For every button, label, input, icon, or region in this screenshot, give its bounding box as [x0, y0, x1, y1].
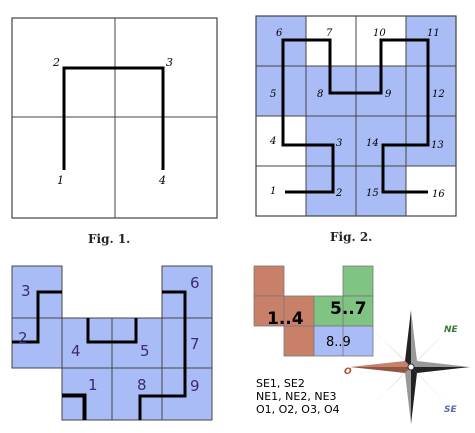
fig3-label: 8	[137, 376, 147, 394]
legend-line: O1, O2, O3, O4	[256, 403, 340, 416]
fig2-point-label: 12	[432, 89, 445, 100]
fig1-path	[62, 66, 165, 170]
fig2-point-label: 11	[427, 28, 440, 39]
fig1-point-label: 4	[158, 174, 166, 187]
fig1-point-label: 1	[57, 174, 64, 187]
fig2: 1 2 3 4 5 6 7 8 9 10 11 12 13 14 15 16	[255, 15, 457, 217]
fig2-path	[281, 38, 430, 194]
fig2-point-label: 6	[276, 28, 283, 39]
fig1-point-label: 3	[166, 56, 173, 69]
fig2-caption: Fig. 2.	[330, 230, 373, 244]
fig3-label: 7	[190, 335, 200, 353]
fig2-point-label: 2	[335, 188, 342, 199]
fig2-point-label: 3	[336, 138, 342, 149]
fig2-point-label: 13	[431, 140, 444, 151]
fig3: 1 2 3 4 5 6 7 8 9	[11, 265, 213, 421]
fig3-path	[12, 290, 187, 420]
fig3-label: 3	[21, 282, 31, 300]
fig2-point-label: 14	[366, 138, 379, 149]
fig1: 1 2 3 4	[11, 17, 218, 219]
fig3-label: 6	[190, 274, 200, 292]
fig2-point-label: 9	[385, 89, 392, 100]
fig2-point-label: 8	[317, 89, 323, 100]
fig2-point-label: 5	[270, 89, 276, 100]
fig3-label: 4	[71, 342, 81, 360]
fig3-label: 5	[140, 342, 150, 360]
fig1-caption: Fig. 1.	[88, 232, 131, 246]
fig2-point-label: 10	[373, 28, 386, 39]
fig4-block-label: 8..9	[326, 335, 351, 350]
compass-se-label: SE	[444, 405, 457, 415]
fig4: 1..4 5..7 8..9	[253, 265, 374, 357]
fig4-block-label: 5..7	[330, 299, 367, 319]
fig2-point-label: 4	[269, 136, 276, 147]
compass-o-label: O	[344, 367, 352, 377]
fig3-label: 1	[88, 376, 98, 394]
group-legend: SE1, SE2 NE1, NE2, NE3 O1, O2, O3, O4	[256, 377, 340, 416]
legend-line: NE1, NE2, NE3	[256, 390, 337, 403]
fig3-label: 2	[18, 329, 28, 347]
compass-ne-label: NE	[444, 325, 459, 335]
fig2-point-label: 16	[432, 189, 445, 200]
fig2-point-label: 7	[326, 28, 333, 39]
compass-rose-icon: NE SE O	[344, 310, 470, 424]
fig2-point-label: 15	[366, 188, 379, 199]
legend-line: SE1, SE2	[256, 377, 305, 390]
fig3-label: 9	[190, 377, 200, 395]
fig1-point-label: 2	[52, 56, 60, 69]
fig4-block-label: 1..4	[267, 309, 304, 329]
fig2-point-label: 1	[270, 186, 276, 197]
